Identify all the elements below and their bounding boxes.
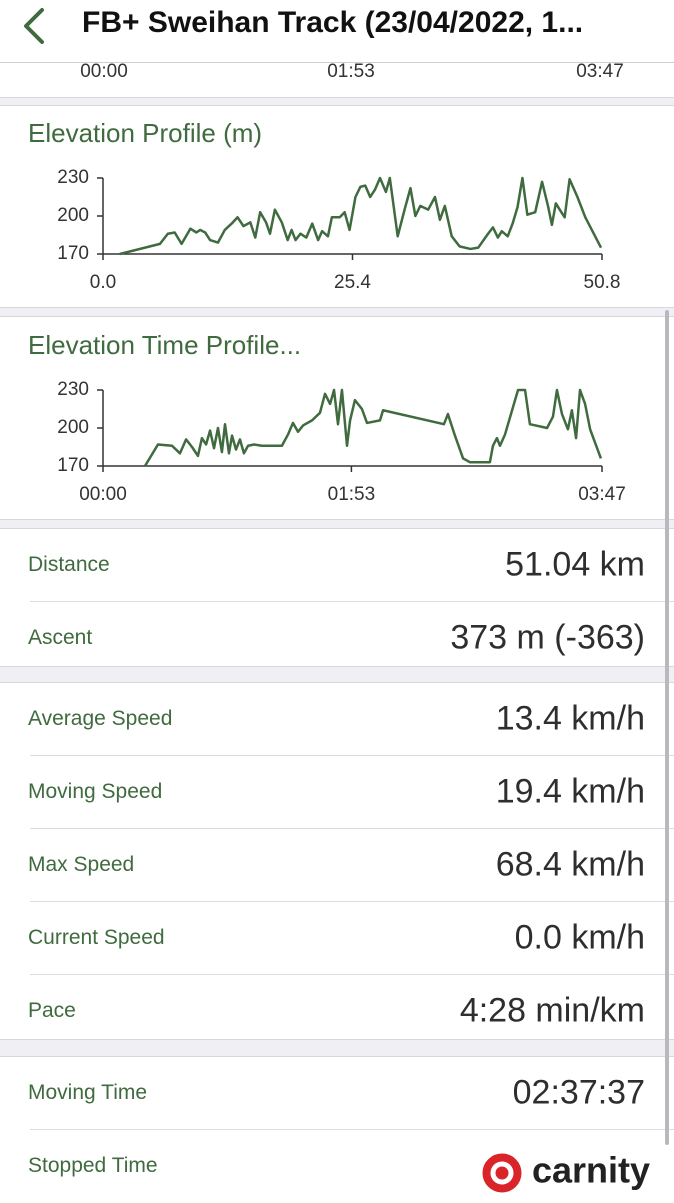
divider: [0, 62, 674, 63]
stat-label: Ascent: [28, 626, 93, 649]
axis-label: 03:47: [576, 61, 624, 82]
watermark-logo: carnity: [479, 1148, 652, 1196]
row-separator: [30, 974, 674, 975]
stat-label: Stopped Time: [28, 1154, 158, 1177]
stat-value: 13.4 km/h: [495, 699, 645, 738]
stat-value: 51.04 km: [505, 545, 645, 584]
stat-label: Average Speed: [28, 707, 173, 730]
stat-value: 373 m (-363): [450, 618, 645, 657]
y-tick-label: 200: [57, 205, 89, 226]
scrollbar: [665, 310, 669, 1145]
axis-label: 01:53: [327, 61, 375, 82]
row-separator: [30, 601, 674, 602]
header: FB+ Sweihan Track (23/04/2022, 1...: [0, 0, 674, 52]
axis-label: 00:00: [80, 61, 128, 82]
stat-value: 02:37:37: [512, 1073, 645, 1112]
x-tick-label: 50.8: [584, 272, 621, 293]
row-separator: [30, 828, 674, 829]
y-tick-label: 200: [57, 417, 89, 438]
section-gap: [0, 97, 674, 106]
elevation-line: [143, 388, 603, 467]
row-separator: [30, 755, 674, 756]
elevation-line: [119, 176, 603, 256]
chart-title: Elevation Time Profile...: [28, 330, 301, 360]
watermark-text: carnity: [532, 1150, 650, 1191]
stat-value: 0.0 km/h: [514, 918, 645, 957]
stat-label: Moving Speed: [28, 780, 163, 803]
back-button[interactable]: [18, 6, 48, 46]
stat-value: 68.4 km/h: [495, 845, 645, 884]
section-gap: [0, 666, 674, 683]
x-tick-label: 01:53: [328, 484, 376, 505]
x-tick-label: 03:47: [578, 484, 626, 505]
stat-value: 19.4 km/h: [495, 772, 645, 811]
y-tick-label: 170: [57, 455, 89, 476]
stat-label: Pace: [28, 999, 76, 1022]
elevation-time-chart: Elevation Time Profile... 170 200 230 00:00 0…: [28, 330, 626, 505]
y-tick-label: 170: [57, 243, 89, 264]
watermark: carnity: [478, 1148, 670, 1198]
x-tick-label: 25.4: [334, 272, 371, 293]
y-tick-label: 230: [57, 167, 89, 188]
section-gap: [0, 1039, 674, 1057]
row-separator: [30, 901, 674, 902]
section-gap: [0, 307, 674, 317]
x-tick-label: 00:00: [79, 484, 127, 505]
y-tick-label: 230: [57, 379, 89, 400]
page-title: FB+ Sweihan Track (23/04/2022, 1...: [82, 6, 584, 39]
row-separator: [30, 1129, 674, 1130]
stat-label: Max Speed: [28, 853, 135, 876]
stat-label: Moving Time: [28, 1081, 148, 1104]
chart-title: Elevation Profile (m): [28, 118, 262, 148]
stat-label: Distance: [28, 553, 110, 576]
x-tick-label: 0.0: [90, 272, 116, 293]
section-gap: [0, 519, 674, 529]
stat-value: 4:28 min/km: [459, 991, 645, 1030]
elevation-chart: Elevation Profile (m) 170 200 230 0.0 25.4 50.…: [28, 118, 621, 293]
stat-label: Current Speed: [28, 926, 165, 949]
